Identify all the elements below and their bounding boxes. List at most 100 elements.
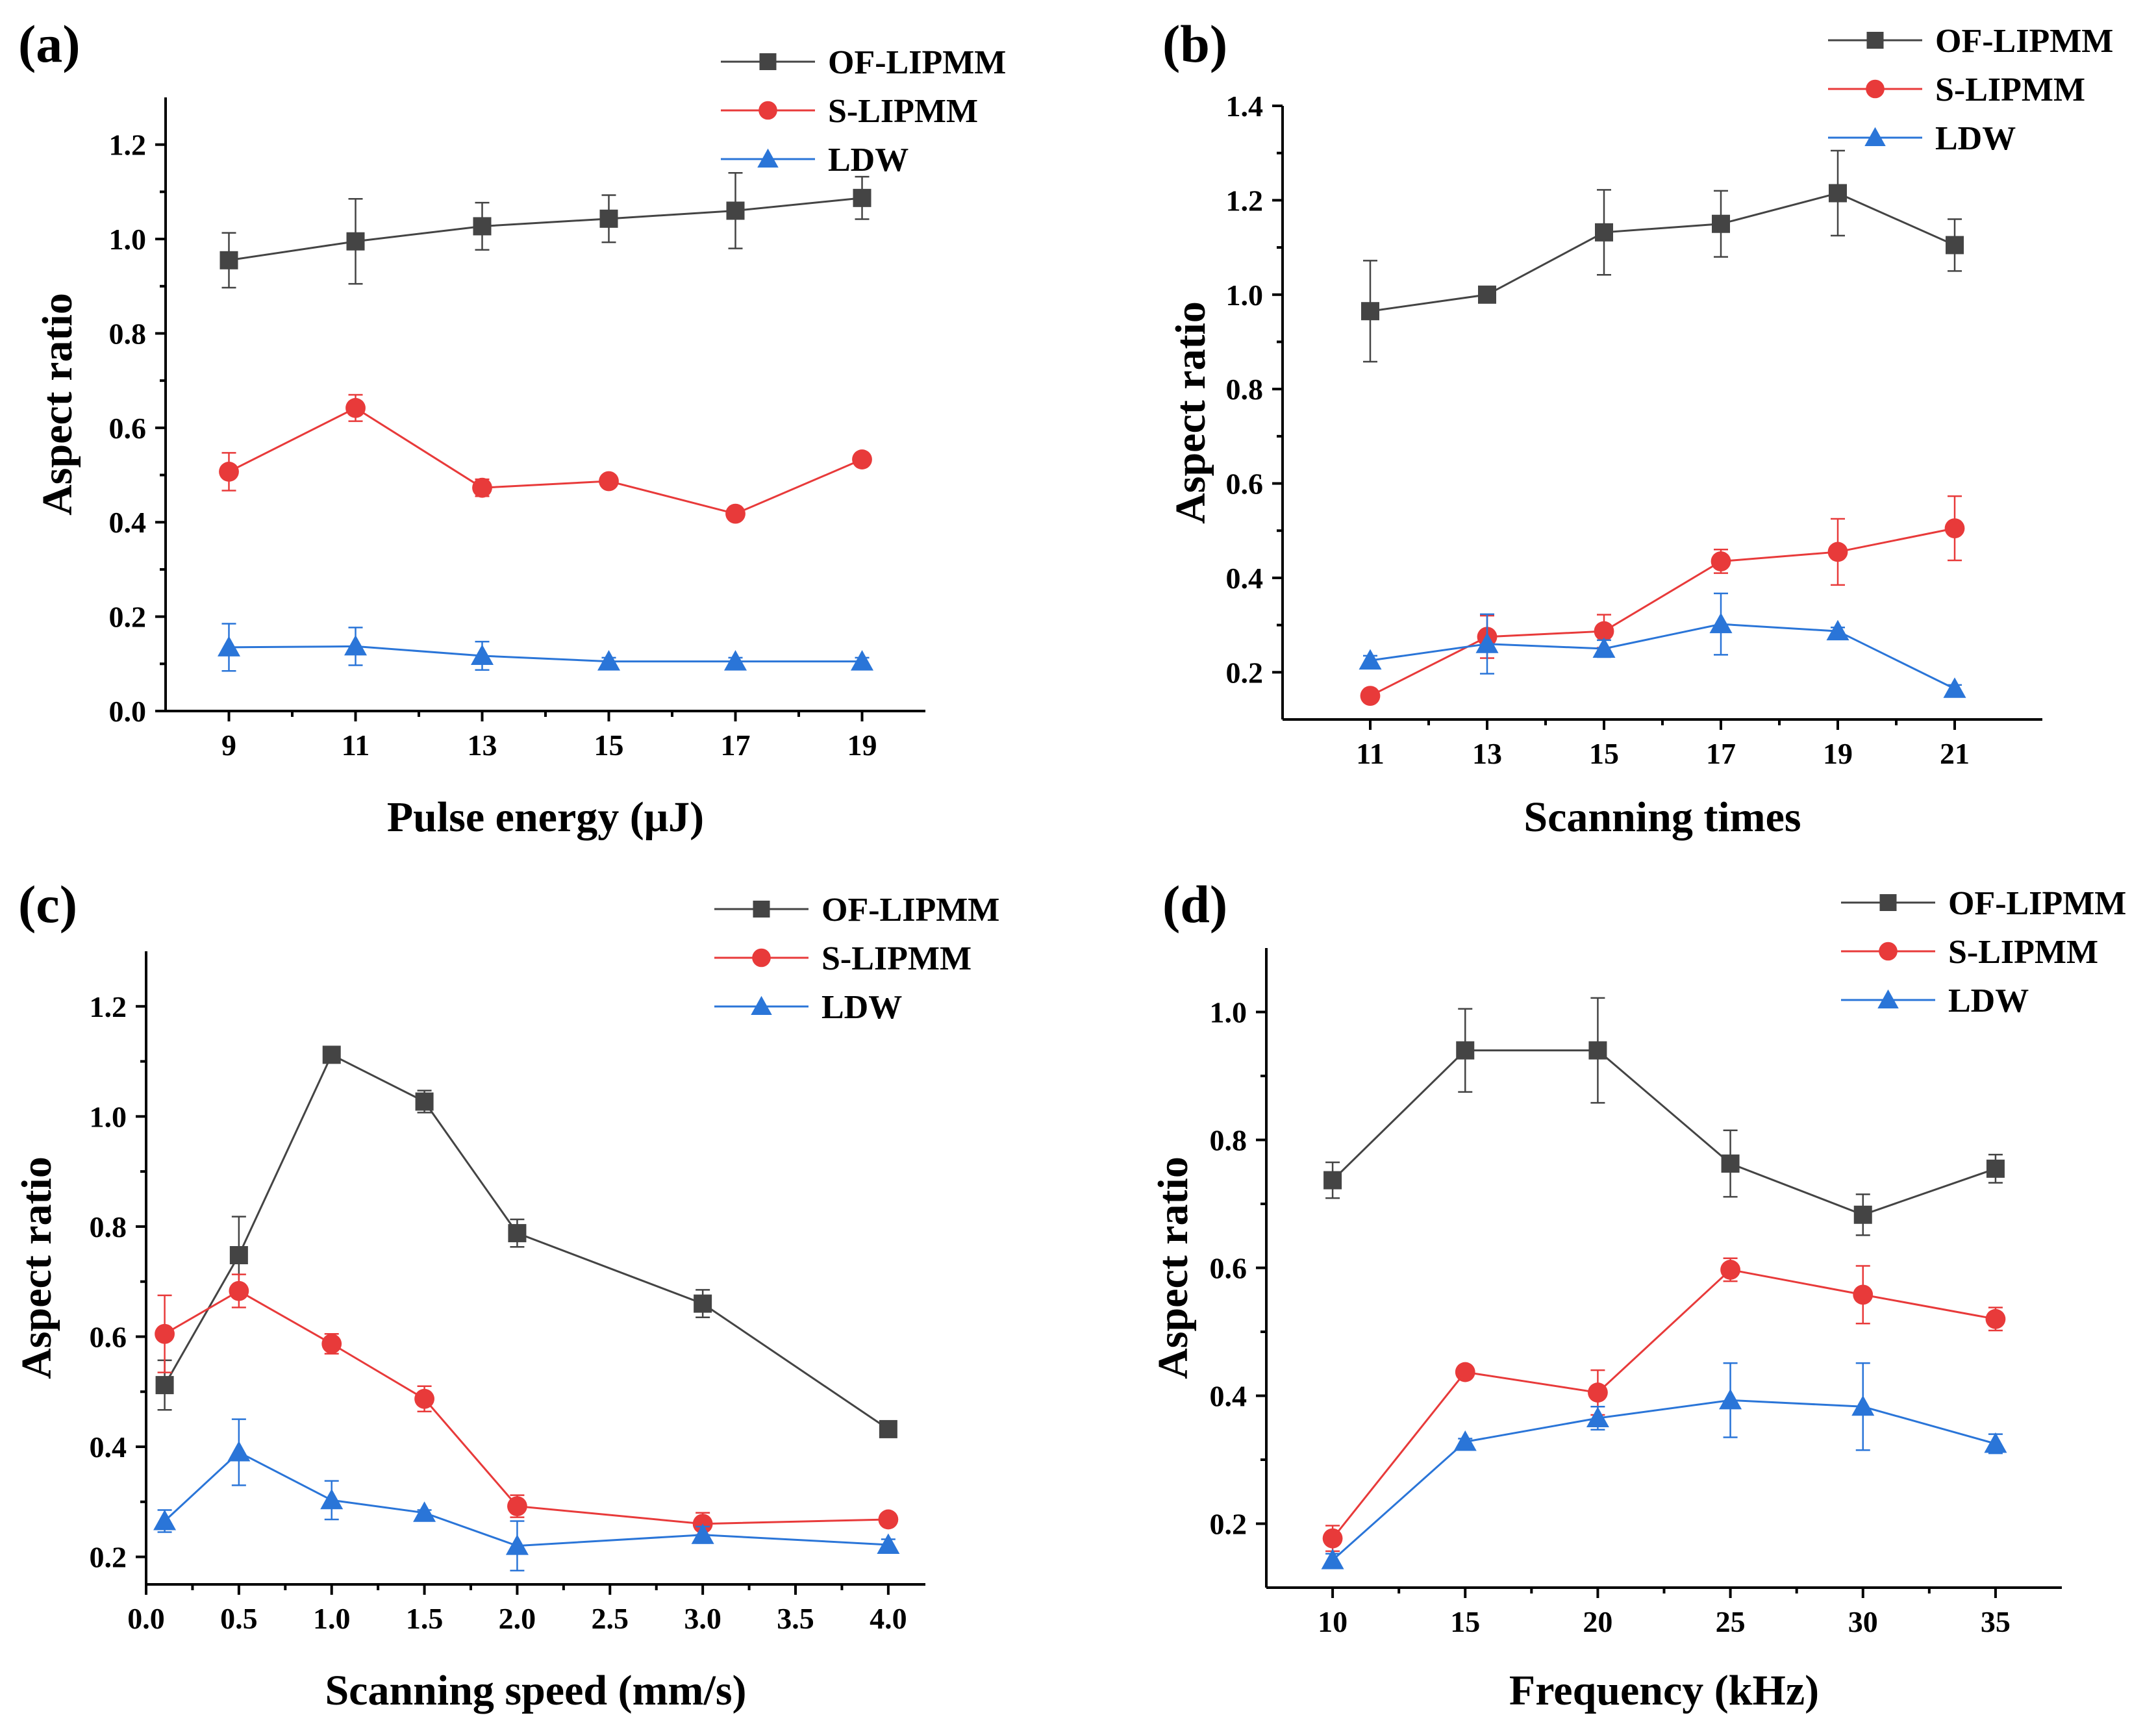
legend-marker — [753, 901, 770, 918]
y-axis-title: Aspect ratio — [34, 293, 81, 516]
data-point — [1322, 1528, 1343, 1549]
data-point — [1826, 619, 1849, 641]
data-point — [218, 636, 240, 656]
panel-label: (d) — [1162, 875, 1227, 934]
series-OF-LIPMM — [219, 172, 871, 289]
series-line — [1332, 1049, 1996, 1216]
data-point — [691, 1523, 714, 1544]
y-tick-label: 0.8 — [1210, 1124, 1247, 1157]
x-tick-label: 15 — [1450, 1605, 1480, 1638]
data-point — [597, 650, 620, 671]
data-point — [229, 1281, 249, 1301]
data-point — [344, 634, 367, 656]
y-tick-label: 0.4 — [90, 1430, 127, 1464]
series-line — [229, 197, 862, 262]
data-point — [155, 1323, 175, 1344]
legend-entry: OF-LIPMM — [1841, 885, 2126, 922]
legend-marker — [1879, 942, 1898, 961]
legend-marker — [1864, 127, 1886, 146]
legend-label: S-LIPMM — [828, 93, 978, 130]
x-tick-label: 21 — [1940, 737, 1970, 770]
data-point — [1456, 1041, 1475, 1060]
data-point — [1946, 236, 1964, 255]
legend-label: S-LIPMM — [821, 940, 971, 977]
legend-marker — [1866, 32, 1884, 49]
series-line — [164, 1290, 888, 1525]
y-tick-label: 1.0 — [1226, 279, 1264, 312]
legend-label: S-LIPMM — [1935, 71, 2085, 108]
legend-label: S-LIPMM — [1948, 934, 2098, 971]
data-point — [1712, 214, 1730, 233]
x-tick-label: 15 — [594, 729, 624, 762]
data-point — [1984, 1432, 2007, 1453]
series-S-LIPMM — [1322, 1257, 2006, 1553]
legend-entry: LDW — [721, 142, 909, 179]
legend-marker — [757, 148, 779, 168]
x-tick-label: 1.0 — [313, 1602, 351, 1635]
data-point — [321, 1334, 342, 1354]
panel-1: (b) 0.2 0.4 0.6 0.8 1.0 1.2 1.4 11 13 15 17 19 21 Scan… — [1162, 14, 2113, 841]
series-line — [1332, 1399, 1996, 1561]
data-point — [1475, 632, 1499, 653]
data-point — [1594, 621, 1614, 642]
data-point — [227, 1441, 251, 1462]
y-tick-label: 0.6 — [1210, 1252, 1247, 1285]
data-point — [1985, 1308, 2006, 1329]
y-tick-label: 1.4 — [1226, 90, 1264, 123]
y-axis-title: Aspect ratio — [1149, 1156, 1197, 1379]
panel-3: (d) 0.2 0.4 0.6 0.8 1.0 10 15 20 25 30 35 Frequency … — [1149, 875, 2126, 1714]
x-tick-label: 2.5 — [592, 1602, 629, 1635]
legend-marker — [1866, 79, 1885, 99]
legend-label: LDW — [821, 989, 902, 1026]
data-point — [1321, 1549, 1344, 1569]
legend-entry: LDW — [714, 989, 902, 1026]
panel-2: (c) 0.2 0.4 0.6 0.8 1.0 1.2 0.0 0.5 1.0 1.5 2.0 2.5 3… — [13, 875, 999, 1714]
data-point — [229, 1246, 248, 1264]
data-point — [1851, 1395, 1875, 1416]
data-point — [155, 1376, 174, 1395]
legend-marker — [1879, 894, 1897, 911]
data-point — [1455, 1362, 1475, 1382]
x-axis-title: Frequency (kHz) — [1509, 1667, 1819, 1714]
data-point — [473, 217, 492, 236]
y-tick-label: 1.0 — [109, 223, 147, 256]
legend-label: LDW — [828, 142, 909, 179]
x-tick-label: 35 — [1981, 1605, 2011, 1638]
x-tick-label: 3.0 — [684, 1602, 721, 1635]
x-tick-label: 10 — [1318, 1605, 1348, 1638]
data-point — [507, 1496, 527, 1517]
legend-entry: LDW — [1828, 120, 2016, 157]
data-point — [1944, 518, 1965, 538]
series-line — [1370, 527, 1955, 697]
legend-entry: OF-LIPMM — [714, 892, 999, 929]
data-point — [1323, 1171, 1342, 1190]
y-tick-label: 0.6 — [109, 412, 147, 445]
data-point — [345, 397, 366, 418]
data-point — [471, 644, 494, 665]
data-point — [694, 1294, 712, 1313]
x-tick-label: 4.0 — [870, 1602, 907, 1635]
x-axis-title: Pulse energy (μJ) — [387, 793, 704, 841]
series-line — [164, 1053, 889, 1430]
y-tick-label: 0.2 — [1226, 656, 1264, 689]
data-point — [1853, 1284, 1874, 1305]
series-OF-LIPMM — [1323, 997, 2005, 1236]
series-OF-LIPMM — [1361, 149, 1964, 363]
legend-entry: OF-LIPMM — [1828, 23, 2113, 60]
y-tick-label: 1.2 — [90, 990, 127, 1023]
panel-label: (b) — [1162, 14, 1227, 73]
data-point — [851, 650, 873, 671]
data-point — [1827, 542, 1848, 562]
x-tick-label: 0.0 — [127, 1602, 165, 1635]
data-point — [508, 1224, 527, 1243]
data-point — [322, 1045, 341, 1064]
y-tick-label: 0.4 — [1210, 1380, 1247, 1413]
data-point — [1360, 686, 1381, 706]
data-point — [599, 471, 619, 492]
data-point — [599, 209, 618, 228]
data-point — [724, 650, 747, 671]
panel-label: (a) — [18, 14, 81, 73]
data-point — [1361, 302, 1379, 321]
data-point — [346, 232, 365, 251]
panel-0: (a) 0.0 0.2 0.4 0.6 0.8 1.0 1.2 9 11 13 15 17 19 Pulse… — [18, 14, 1006, 841]
